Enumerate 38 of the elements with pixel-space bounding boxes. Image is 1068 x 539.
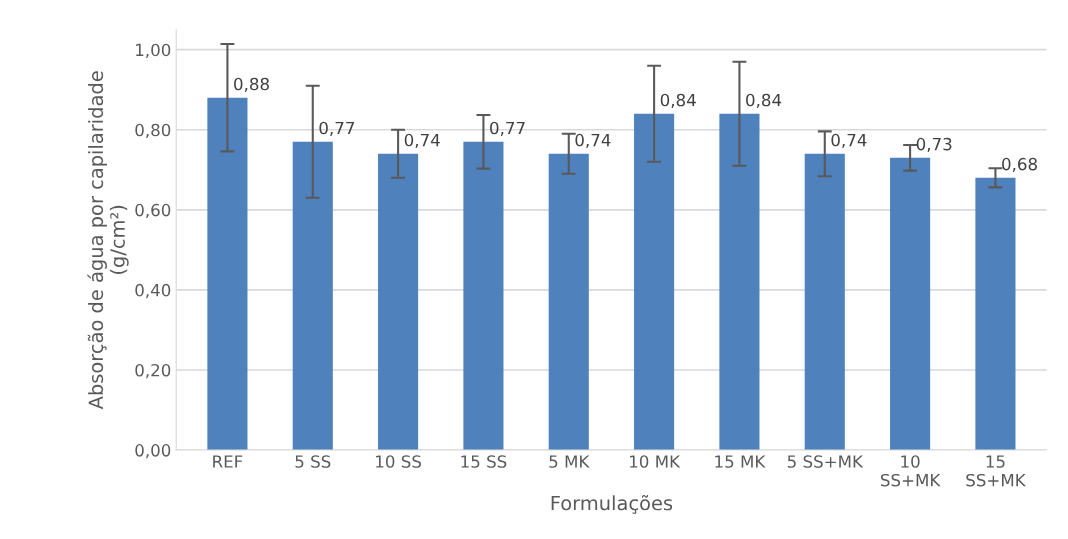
x-tick-label: 15 SS+MK: [966, 455, 1026, 487]
x-tick-label: 15 SS: [461, 455, 507, 468]
bar: [207, 97, 248, 451]
bar: [634, 113, 675, 451]
y-tick-label: 0,40: [135, 283, 171, 299]
data-label: 0,84: [746, 93, 782, 109]
bar: [463, 141, 504, 451]
data-label: 0,88: [234, 77, 269, 93]
y-tick-label: 1,00: [136, 43, 171, 58]
bar: [719, 113, 760, 451]
bar: [975, 177, 1016, 451]
y-tick-label: 0,20: [135, 363, 171, 379]
y-tick-label: 0,80: [135, 123, 171, 139]
data-label: 0,77: [490, 121, 525, 137]
x-tick-label: 10 SS+MK: [880, 455, 941, 487]
x-tick-label: 5 SS+MK: [787, 455, 864, 468]
data-label: 0,77: [319, 121, 354, 137]
x-tick-label: 15 MK: [715, 455, 766, 468]
bar: [890, 157, 931, 451]
data-label: 0,74: [575, 133, 611, 149]
x-tick-label: 10 SS: [376, 455, 421, 468]
data-label: 0,68: [1002, 157, 1037, 173]
x-tick-label: 5 SS: [295, 455, 331, 468]
y-tick-label: 0,60: [135, 203, 171, 219]
x-tick-label: 5 MK: [549, 455, 590, 468]
x-tick-label: REF: [213, 455, 243, 468]
x-tick-label: 10 MK: [630, 455, 681, 468]
x-axis-title: Formulações: [551, 494, 673, 514]
data-label: 0,84: [660, 93, 696, 109]
y-axis-title: Absorção de água por capilaridade (g/cm²): [87, 71, 129, 410]
bar: [548, 153, 589, 451]
bar: [378, 153, 419, 451]
bar: [804, 153, 845, 451]
data-label: 0,73: [916, 137, 952, 153]
y-tick-label: 0,00: [135, 444, 171, 459]
data-label: 0,74: [404, 133, 440, 149]
bar: [292, 141, 333, 451]
data-label: 0,74: [831, 133, 867, 149]
